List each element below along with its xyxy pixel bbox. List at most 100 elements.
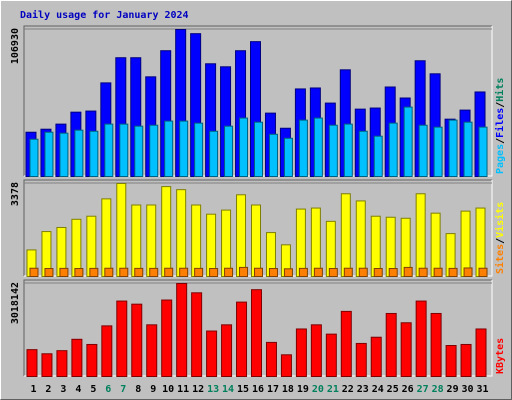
plot-border xyxy=(23,25,492,176)
x-tick-label: 24 xyxy=(372,384,384,395)
bar xyxy=(29,267,39,277)
bar xyxy=(59,132,69,177)
bar xyxy=(191,292,203,377)
bar xyxy=(370,215,381,277)
x-tick-label: 25 xyxy=(387,384,399,395)
x-tick-label: 31 xyxy=(476,384,488,395)
bar xyxy=(224,125,234,177)
bar xyxy=(310,324,322,378)
bar xyxy=(239,117,249,178)
bar xyxy=(325,333,337,378)
bar xyxy=(340,193,351,277)
bar xyxy=(86,343,98,378)
legend: Sites/Visits xyxy=(494,202,506,274)
bar xyxy=(295,208,306,277)
legend-entry: Sites xyxy=(494,244,506,274)
x-tick-label: 16 xyxy=(252,384,264,395)
bar xyxy=(355,342,367,378)
bar xyxy=(478,267,488,277)
bar xyxy=(268,268,278,278)
x-tick-label: 18 xyxy=(282,384,294,395)
bar xyxy=(343,267,353,277)
bar xyxy=(149,267,159,277)
plot-border xyxy=(23,279,492,376)
bar xyxy=(418,124,428,177)
x-tick-label: 9 xyxy=(150,384,156,395)
bar xyxy=(164,120,174,177)
legend-separator: / xyxy=(495,102,506,108)
bar xyxy=(385,216,396,278)
bar xyxy=(415,193,426,277)
bar xyxy=(430,212,441,278)
y-tick-label: 3378 xyxy=(10,182,21,206)
bar xyxy=(460,210,471,277)
bar xyxy=(328,124,338,177)
bar xyxy=(206,330,218,378)
bar xyxy=(119,267,129,277)
bar xyxy=(161,186,172,277)
x-tick-label: 12 xyxy=(192,384,204,395)
bar xyxy=(224,267,234,277)
bar xyxy=(385,312,397,378)
bar xyxy=(460,343,472,378)
bar xyxy=(206,213,217,277)
bar xyxy=(280,354,292,378)
y-tick-label: 3018142 xyxy=(10,282,21,324)
bar xyxy=(283,268,293,277)
bar xyxy=(373,135,383,178)
bar xyxy=(74,268,84,278)
bar xyxy=(209,268,219,278)
legend-entry: Visits xyxy=(494,202,506,238)
x-tick-label: 7 xyxy=(120,384,126,395)
bar xyxy=(149,124,159,177)
bar xyxy=(89,130,99,177)
bar xyxy=(164,267,174,277)
bar xyxy=(59,267,69,277)
x-tick-label: 2 xyxy=(45,384,51,395)
x-tick-label: 10 xyxy=(162,384,174,395)
bar xyxy=(29,138,39,177)
bar xyxy=(134,267,144,277)
bar xyxy=(373,268,383,278)
bar xyxy=(478,126,488,178)
bar xyxy=(268,133,278,178)
bar xyxy=(131,204,142,277)
bar xyxy=(448,119,458,177)
y-tick-label: 106930 xyxy=(10,28,21,64)
legend: Pages/Files/Hits xyxy=(494,78,506,174)
bar xyxy=(343,123,353,177)
x-tick-label: 30 xyxy=(462,384,474,395)
x-tick-label: 26 xyxy=(402,384,414,395)
bar xyxy=(116,183,127,277)
bar xyxy=(430,312,442,378)
legend-separator: / xyxy=(495,238,506,244)
bar xyxy=(146,324,158,378)
bar xyxy=(131,303,143,378)
bar xyxy=(254,267,263,277)
bar xyxy=(194,122,204,177)
bar xyxy=(298,267,308,277)
legend-entry: KBytes xyxy=(495,338,506,374)
x-tick-label: 11 xyxy=(177,384,189,395)
x-tick-label: 28 xyxy=(432,384,444,395)
bar xyxy=(313,267,323,277)
bar xyxy=(340,310,352,378)
bar xyxy=(26,349,38,378)
bar xyxy=(475,207,486,277)
bar xyxy=(89,267,99,277)
bar xyxy=(194,267,204,277)
bar xyxy=(56,350,68,378)
bar xyxy=(310,207,321,277)
x-tick-label: 22 xyxy=(342,384,354,395)
legend: KBytes xyxy=(495,338,506,374)
bar xyxy=(44,268,54,278)
bar xyxy=(251,204,261,277)
x-tick-label: 13 xyxy=(207,384,219,395)
bar xyxy=(74,129,84,177)
bar xyxy=(475,328,487,378)
x-tick-label: 21 xyxy=(327,384,339,395)
bar xyxy=(161,299,173,378)
x-tick-label: 3 xyxy=(60,384,66,395)
